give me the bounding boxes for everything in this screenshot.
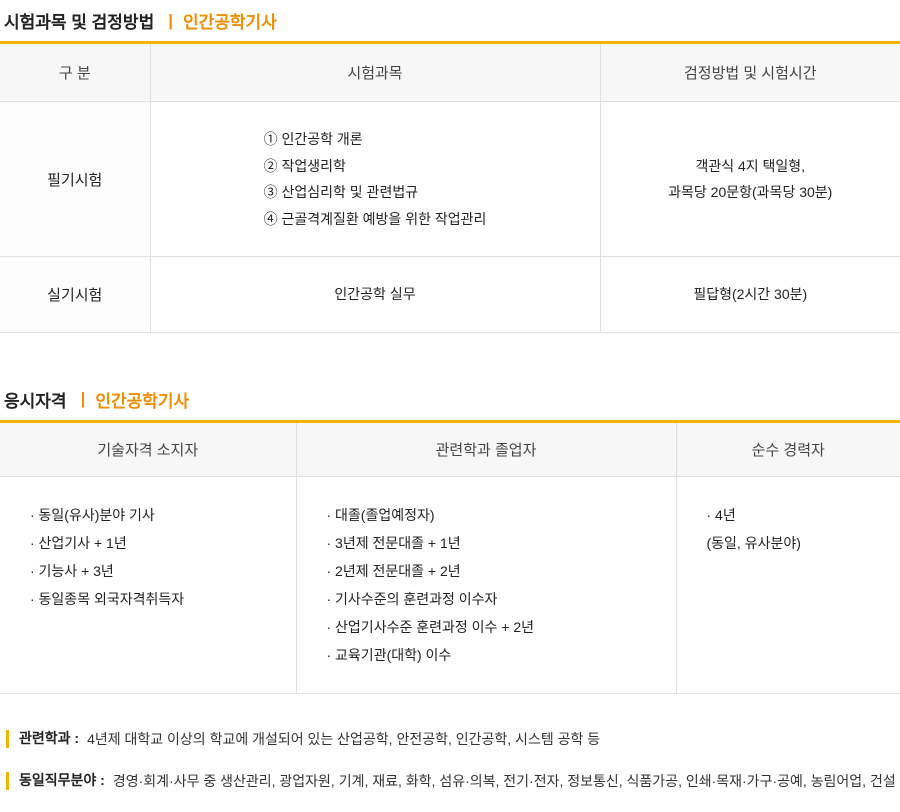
exam-header-subject: 시험과목 <box>150 43 600 102</box>
qual2-item-1: · 대졸(졸업예정자) <box>327 507 435 523</box>
qual-header-3: 순수 경력자 <box>676 421 900 476</box>
qual2-item-3: · 2년제 전문대졸 + 2년 <box>327 563 461 579</box>
qual-cell-1: · 동일(유사)분야 기사 · 산업기사 + 1년 · 기능사 + 3년 · 동… <box>0 476 296 693</box>
subject-line-3: ③ 산업심리학 및 관련법규 <box>264 184 418 200</box>
qual-table-header-row: 기술자격 소지자 관련학과 졸업자 순수 경력자 <box>0 421 900 476</box>
qual1-item-1: · 동일(유사)분야 기사 <box>30 507 155 523</box>
exam-row1-method: 객관식 4지 택일형,과목당 20문항(과목당 30분) <box>600 102 900 257</box>
qual-table-body-row: · 동일(유사)분야 기사 · 산업기사 + 1년 · 기능사 + 3년 · 동… <box>0 476 900 693</box>
exam-table: 구 분 시험과목 검정방법 및 시험시간 필기시험 ① 인간공학 개론 ② 작업… <box>0 41 900 333</box>
note2-label: 동일직무분야 : <box>19 770 105 790</box>
qual1-item-2: · 산업기사 + 1년 <box>30 535 127 551</box>
qual1-item-4: · 동일종목 외국자격취득자 <box>30 591 184 607</box>
qual2-item-5: · 산업기사수준 훈련과정 이수 + 2년 <box>327 619 535 635</box>
qual3-item-1: · 4년 <box>707 507 736 523</box>
exam-row-practical: 실기시험 인간공학 실무 필답형(2시간 30분) <box>0 257 900 333</box>
exam-row2-method: 필답형(2시간 30분) <box>600 257 900 333</box>
exam-header-method: 검정방법 및 시험시간 <box>600 43 900 102</box>
section2-title-main: 응시자격 <box>4 387 67 412</box>
subject-line-1: ① 인간공학 개론 <box>264 131 363 147</box>
section2-title-sub: 인간공학기사 <box>95 387 189 412</box>
note2-text: 경영·회계·사무 중 생산관리, 광업자원, 기계, 재료, 화학, 섬유·의복… <box>113 770 896 794</box>
exam-table-header-row: 구 분 시험과목 검정방법 및 시험시간 <box>0 43 900 102</box>
exam-row1-label: 필기시험 <box>0 102 150 257</box>
qual2-item-4: · 기사수준의 훈련과정 이수자 <box>327 591 498 607</box>
note-row-1: 관련학과 : 4년제 대학교 이상의 학교에 개설되어 있는 산업공학, 안전공… <box>6 728 900 752</box>
section2-title: 응시자격 | 인간공학기사 <box>0 379 900 418</box>
exam-row2-subjects: 인간공학 실무 <box>150 257 600 333</box>
qual2-item-2: · 3년제 전문대졸 + 1년 <box>327 535 461 551</box>
section1-title-sub: 인간공학기사 <box>183 8 277 33</box>
note-bar-icon <box>6 772 9 790</box>
note1-label: 관련학과 : <box>19 728 79 748</box>
qual-header-1: 기술자격 소지자 <box>0 421 296 476</box>
section1-title: 시험과목 및 검정방법 | 인간공학기사 <box>0 0 900 39</box>
exam-row-written: 필기시험 ① 인간공학 개론 ② 작업생리학 ③ 산업심리학 및 관련법규 ④ … <box>0 102 900 257</box>
note1-text: 4년제 대학교 이상의 학교에 개설되어 있는 산업공학, 안전공학, 인간공학… <box>87 728 600 752</box>
qual-header-2: 관련학과 졸업자 <box>296 421 676 476</box>
qual1-item-3: · 기능사 + 3년 <box>30 563 114 579</box>
note-bar-icon <box>6 730 9 748</box>
qual2-item-6: · 교육기관(대학) 이수 <box>327 647 452 663</box>
title-separator-icon: | <box>81 389 86 409</box>
qual-cell-3: · 4년 (동일, 유사분야) <box>676 476 900 693</box>
title-separator-icon: | <box>168 11 173 31</box>
subject-line-2: ② 작업생리학 <box>264 158 346 174</box>
exam-header-division: 구 분 <box>0 43 150 102</box>
notes-section: 관련학과 : 4년제 대학교 이상의 학교에 개설되어 있는 산업공학, 안전공… <box>0 728 900 794</box>
exam-row1-subjects: ① 인간공학 개론 ② 작업생리학 ③ 산업심리학 및 관련법규 ④ 근골격계질… <box>150 102 600 257</box>
qual-cell-2: · 대졸(졸업예정자) · 3년제 전문대졸 + 1년 · 2년제 전문대졸 +… <box>296 476 676 693</box>
qual3-item-2: (동일, 유사분야) <box>707 535 801 551</box>
subject-line-4: ④ 근골격계질환 예방을 위한 작업관리 <box>264 211 487 227</box>
section1-title-main: 시험과목 및 검정방법 <box>4 8 154 33</box>
qualification-table: 기술자격 소지자 관련학과 졸업자 순수 경력자 · 동일(유사)분야 기사 ·… <box>0 420 900 694</box>
exam-row2-label: 실기시험 <box>0 257 150 333</box>
note-row-2: 동일직무분야 : 경영·회계·사무 중 생산관리, 광업자원, 기계, 재료, … <box>6 770 900 794</box>
